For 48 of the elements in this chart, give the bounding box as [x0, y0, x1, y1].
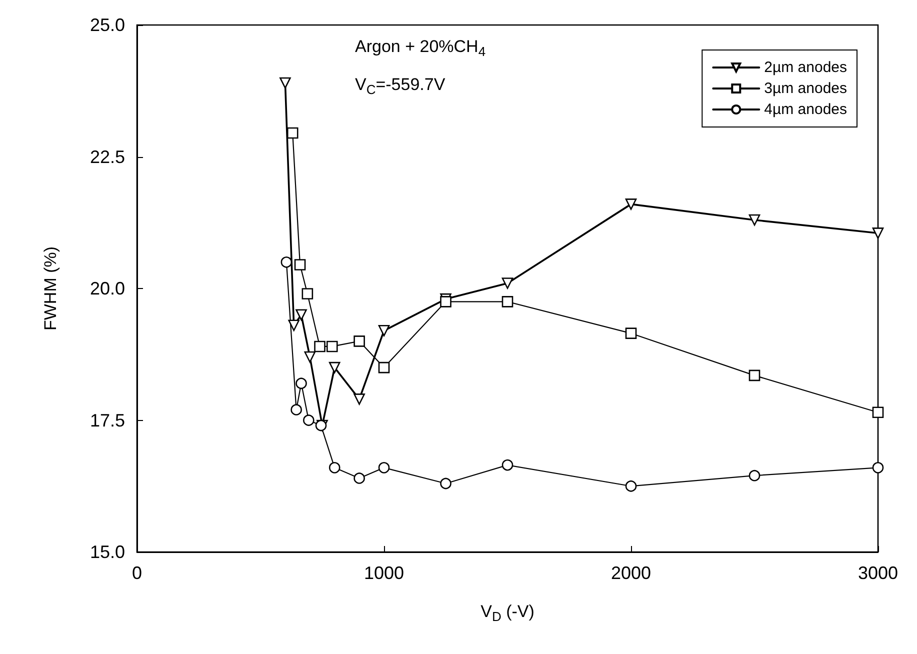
point: [296, 378, 307, 390]
point: [748, 470, 760, 482]
point: [280, 77, 291, 89]
point: [328, 362, 340, 374]
point: [303, 414, 314, 426]
point: [354, 472, 365, 484]
point: [296, 309, 307, 320]
point: [280, 256, 292, 268]
y-tick-label: 22.5: [90, 146, 125, 167]
y-tick-label: 20.0: [90, 278, 125, 298]
point: [326, 340, 338, 352]
point: [872, 406, 884, 418]
point: [354, 394, 365, 405]
point: [288, 320, 300, 332]
point: [625, 328, 637, 339]
point: [502, 459, 514, 471]
legend-label: 4µm anodes: [764, 101, 847, 118]
point: [502, 296, 514, 308]
point: [378, 362, 390, 374]
point: [378, 462, 390, 474]
point: [286, 127, 298, 139]
legend-label: 2µm anodes: [764, 59, 847, 76]
point: [378, 325, 390, 336]
point: [872, 228, 884, 239]
point: [304, 351, 316, 363]
point: [314, 340, 326, 352]
point: [328, 462, 340, 474]
point: [302, 288, 314, 300]
x-tick-label: 3000: [858, 563, 898, 583]
legend-label: 3µm anodes: [764, 80, 847, 97]
point: [872, 462, 884, 474]
x-tick-label: 2000: [610, 563, 652, 583]
x-tick-label: 1000: [364, 563, 404, 583]
point: [625, 480, 637, 492]
point: [748, 370, 760, 382]
y-tick-label: 25.0: [90, 15, 125, 35]
point: [440, 478, 452, 490]
point: [290, 404, 302, 416]
point: [748, 214, 760, 226]
point: [354, 336, 365, 347]
point: [502, 278, 514, 289]
y-tick-label: 15.0: [90, 542, 125, 562]
x-tick-label: 0: [132, 563, 142, 583]
y-axis-title: FWHM (%): [41, 246, 60, 331]
y-tick-label: 17.5: [90, 410, 125, 430]
point: [294, 259, 306, 270]
point: [440, 296, 452, 308]
point: [625, 198, 637, 210]
